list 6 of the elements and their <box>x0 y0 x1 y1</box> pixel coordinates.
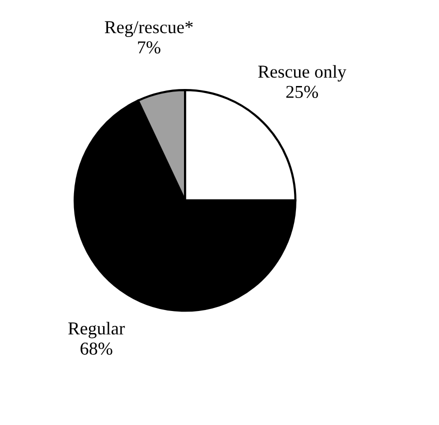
data-label: 68% <box>80 342 112 355</box>
data-label: 7% <box>138 41 160 54</box>
slice-label: Regular <box>68 322 125 338</box>
slice-label: Rescue only <box>258 65 346 82</box>
data-label: 25% <box>286 86 318 98</box>
slice-label: Reg/rescue* <box>104 21 193 37</box>
